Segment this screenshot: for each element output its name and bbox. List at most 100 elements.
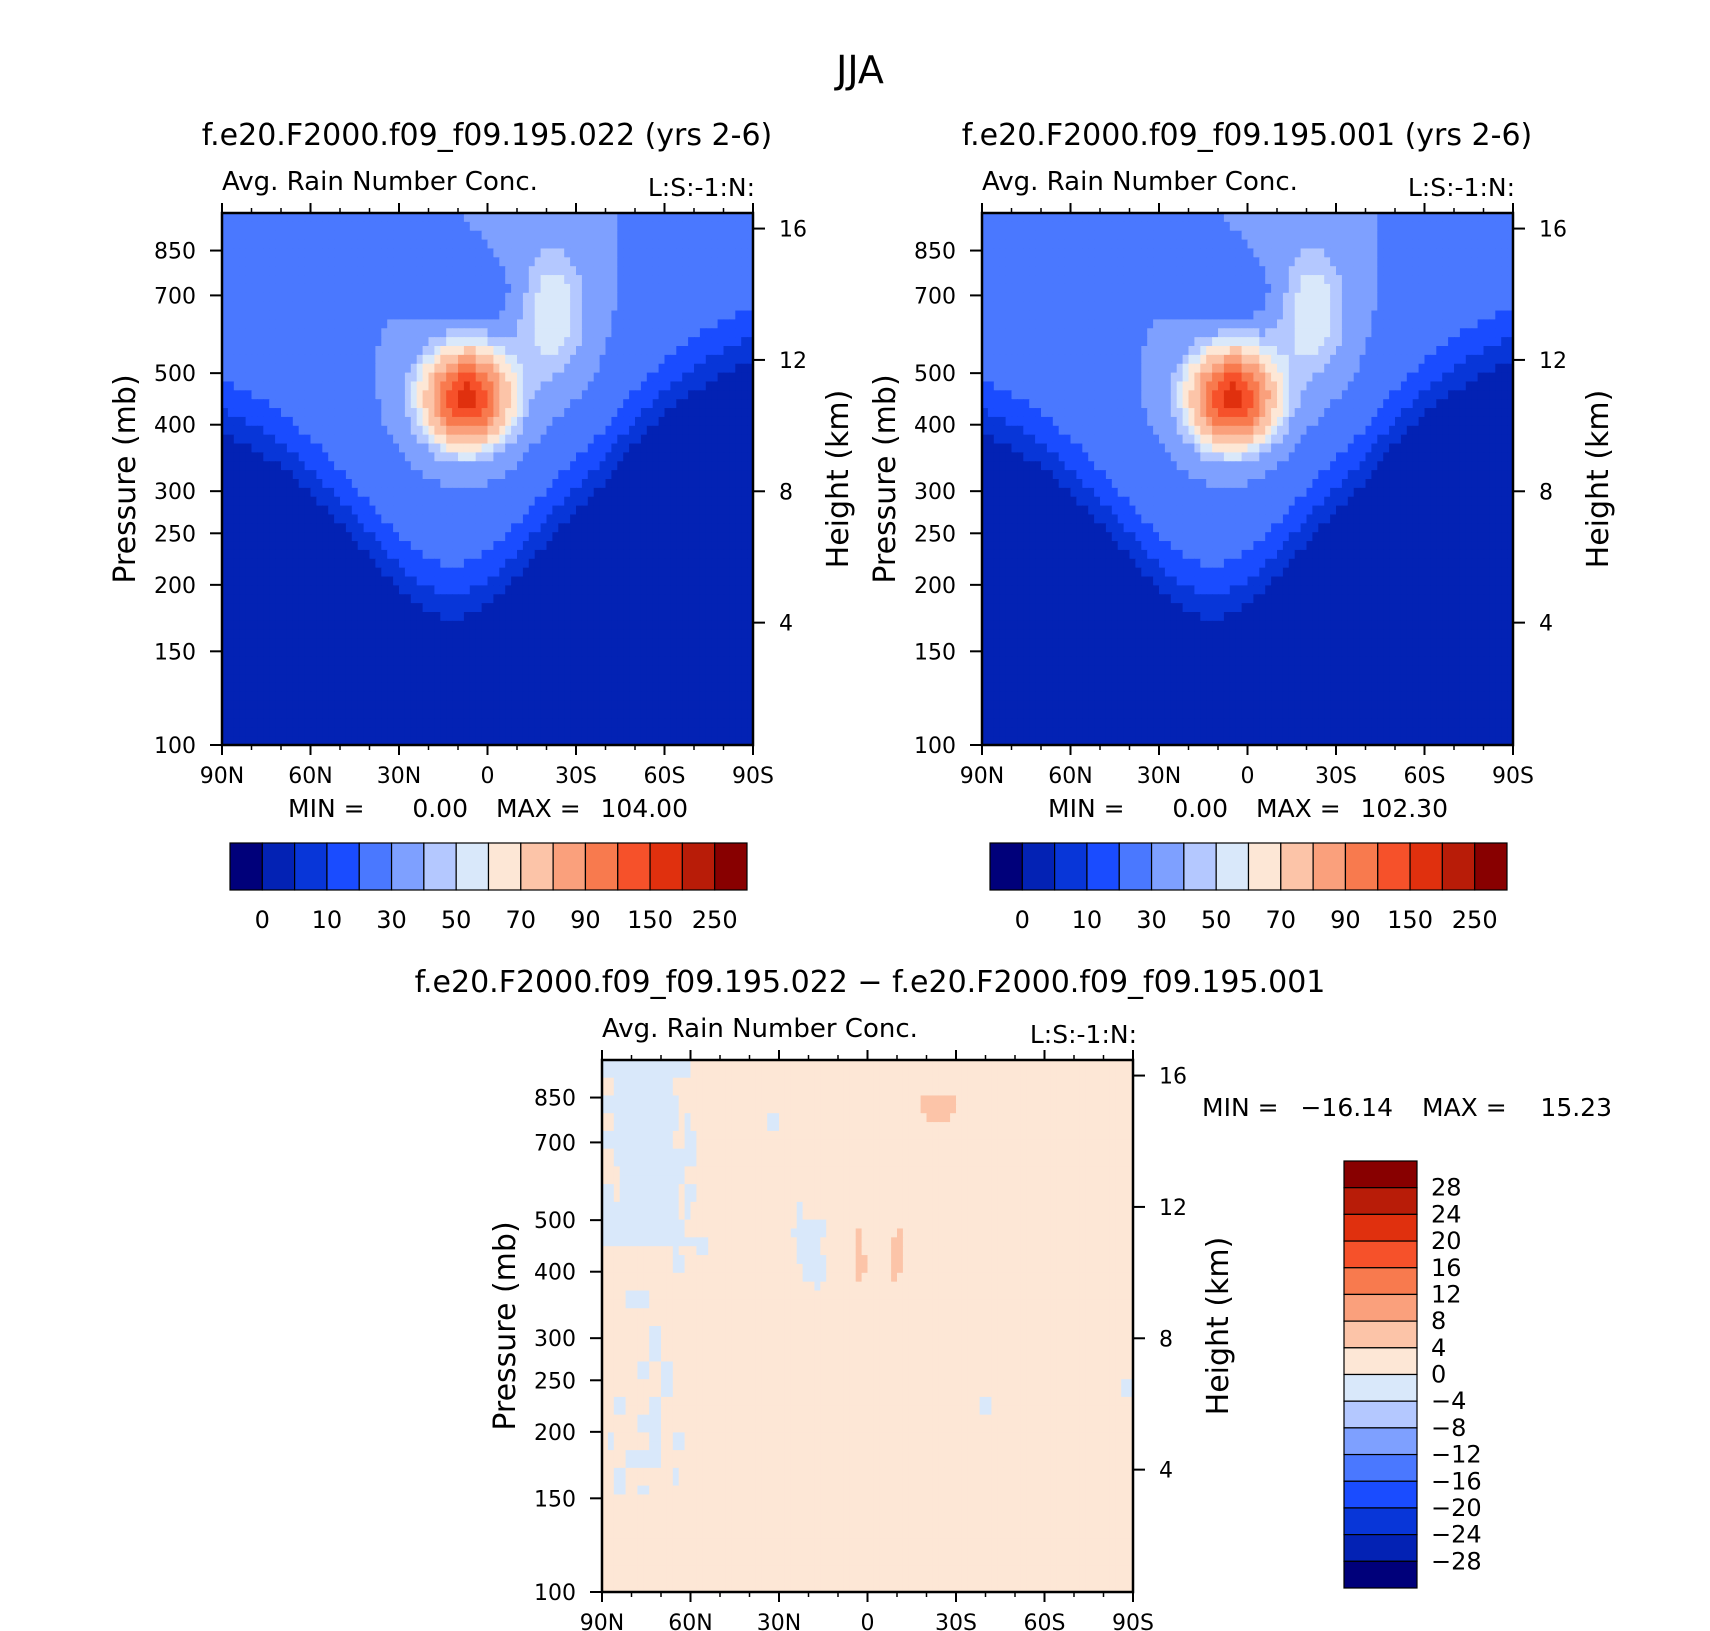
contour-cell <box>239 328 247 338</box>
contour-cell <box>623 354 630 365</box>
contour-cell <box>340 346 347 356</box>
contour-cell <box>387 496 394 507</box>
contour-cell <box>682 585 689 595</box>
contour-cell <box>705 425 713 436</box>
contour-cell <box>658 461 666 471</box>
contour-cell <box>310 700 317 711</box>
contour-cell <box>410 248 418 258</box>
contour-cell <box>304 487 312 498</box>
contour-cell <box>452 629 459 640</box>
contour-cell <box>717 487 725 498</box>
contour-cell <box>340 319 347 329</box>
contour-cell <box>281 301 288 312</box>
contour-cell <box>446 266 453 276</box>
contour-cell <box>233 700 241 711</box>
contour-cell <box>458 594 465 604</box>
contour-cell <box>581 399 589 409</box>
contour-cell <box>611 221 618 232</box>
contour-cell <box>475 390 483 400</box>
contour-cell <box>263 682 270 693</box>
contour-cell <box>304 257 312 267</box>
contour-cell <box>599 496 607 507</box>
contour-cell <box>552 425 559 436</box>
contour-cell <box>717 425 725 436</box>
contour-cell <box>499 239 506 250</box>
contour-cell <box>735 381 742 391</box>
contour-cell <box>428 523 435 533</box>
contour-cell <box>711 239 719 250</box>
contour-cell <box>416 213 424 223</box>
contour-cell <box>463 576 471 586</box>
contour-cell <box>334 505 341 516</box>
contour-cell <box>605 319 612 329</box>
contour-cell <box>694 665 701 675</box>
contour-cell <box>269 390 276 400</box>
contour-cell <box>552 257 559 267</box>
contour-cell <box>357 416 365 427</box>
contour-cell <box>239 372 247 383</box>
contour-cell <box>558 239 565 250</box>
contour-cell <box>446 310 453 320</box>
contour-cell <box>735 470 742 480</box>
contour-cell <box>434 239 441 250</box>
contour-cell <box>340 629 347 640</box>
contour-cell <box>316 470 323 480</box>
contour-cell <box>593 275 601 285</box>
contour-cell <box>334 594 341 604</box>
contour-cell <box>345 292 353 303</box>
contour-cell <box>717 301 725 312</box>
contour-cell <box>688 691 695 702</box>
contour-cell <box>646 337 654 347</box>
contour-cell <box>505 665 512 675</box>
contour-cell <box>357 239 365 250</box>
contour-cell <box>357 248 365 258</box>
contour-cell <box>493 674 500 684</box>
contour-cell <box>375 283 382 294</box>
contour-cell <box>422 337 430 347</box>
contour-cell <box>635 549 642 560</box>
contour-cell <box>434 292 441 303</box>
contour-cell <box>676 372 683 383</box>
contour-cell <box>310 248 317 258</box>
contour-cell <box>351 470 359 480</box>
contour-cell <box>263 585 270 595</box>
contour-cell <box>351 532 359 542</box>
contour-cell <box>558 346 565 356</box>
contour-cell <box>528 452 536 462</box>
contour-cell <box>281 292 288 303</box>
contour-cell <box>587 310 595 320</box>
contour-cell <box>705 390 713 400</box>
contour-cell <box>387 257 394 267</box>
contour-cell <box>522 301 530 312</box>
contour-cell <box>528 674 536 684</box>
contour-cell <box>393 283 400 294</box>
contour-cell <box>581 221 589 232</box>
contour-cell <box>676 585 683 595</box>
contour-cell <box>263 301 270 312</box>
contour-cell <box>304 452 312 462</box>
contour-cell <box>717 523 725 533</box>
contour-cell <box>363 434 371 445</box>
contour-cell <box>711 674 719 684</box>
contour-cell <box>747 638 753 649</box>
contour-cell <box>599 514 607 524</box>
contour-cell <box>404 487 412 498</box>
contour-cell <box>723 408 730 418</box>
contour-cell <box>640 346 648 356</box>
contour-cell <box>440 239 447 250</box>
contour-cell <box>593 532 601 542</box>
contour-cell <box>269 337 276 347</box>
contour-cell <box>540 346 548 356</box>
contour-cell <box>522 479 530 489</box>
contour-cell <box>422 346 430 356</box>
contour-cell <box>304 425 312 436</box>
contour-cell <box>723 346 730 356</box>
contour-cell <box>251 283 258 294</box>
contour-cell <box>399 266 406 276</box>
contour-cell <box>410 567 418 578</box>
contour-cell <box>552 682 559 693</box>
contour-cell <box>688 612 695 622</box>
contour-cell <box>363 275 371 285</box>
contour-cell <box>699 629 707 640</box>
contour-cell <box>387 408 394 418</box>
